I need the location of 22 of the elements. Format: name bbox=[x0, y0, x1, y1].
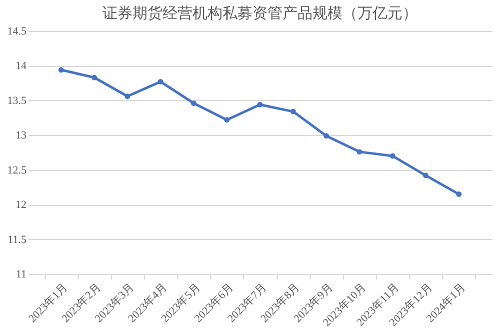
y-tick-label: 12.5 bbox=[7, 164, 27, 176]
point bbox=[422, 172, 428, 178]
point bbox=[356, 149, 362, 155]
point bbox=[58, 67, 64, 73]
point bbox=[158, 78, 164, 84]
y-tick-label: 11 bbox=[16, 268, 26, 280]
y-tick-label: 11.5 bbox=[8, 234, 27, 246]
point bbox=[224, 117, 230, 123]
point bbox=[390, 153, 396, 159]
y-tick-label: 12 bbox=[16, 199, 26, 212]
point bbox=[290, 108, 296, 114]
point bbox=[92, 74, 98, 80]
chart-title: 证券期货经营机构私募资管产品规模（万亿元） bbox=[102, 4, 418, 22]
point bbox=[257, 102, 263, 108]
point bbox=[456, 191, 462, 197]
point bbox=[190, 100, 196, 106]
y-tick-label: 13.5 bbox=[7, 94, 27, 107]
y-tick-label: 14 bbox=[16, 60, 27, 72]
y-tick-label: 13 bbox=[16, 130, 27, 142]
point bbox=[324, 133, 330, 139]
y-tick-label: 14.5 bbox=[7, 26, 27, 38]
point bbox=[124, 94, 130, 99]
